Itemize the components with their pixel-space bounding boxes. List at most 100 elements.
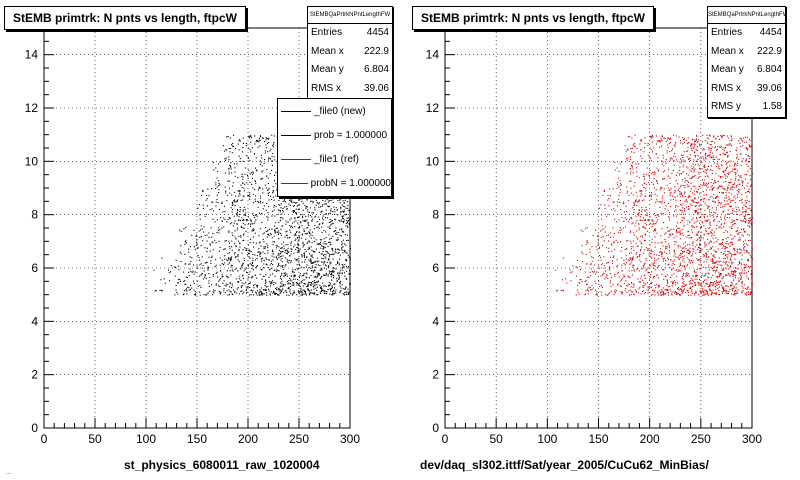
scatter-point (244, 215, 246, 217)
scatter-point (673, 153, 675, 155)
scatter-point (584, 280, 586, 282)
scatter-point (314, 292, 316, 294)
scatter-point (329, 242, 331, 244)
scatter-point (347, 204, 349, 206)
scatter-point (249, 181, 251, 183)
scatter-point (325, 231, 327, 233)
scatter-point (205, 261, 207, 263)
scatter-point (680, 193, 682, 195)
scatter-point (289, 277, 291, 279)
y-tick-label: 12 (426, 101, 440, 115)
scatter-point (725, 163, 727, 165)
scatter-point (196, 244, 198, 246)
scatter-point (260, 293, 262, 295)
scatter-point (720, 164, 722, 166)
scatter-point (582, 231, 584, 233)
scatter-point (695, 292, 697, 294)
scatter-point (313, 283, 315, 285)
scatter-point (317, 281, 319, 283)
scatter-point (262, 233, 264, 235)
scatter-point (740, 274, 742, 276)
scatter-point (645, 183, 647, 185)
scatter-point (717, 186, 719, 188)
scatter-point (667, 258, 669, 260)
scatter-point (630, 262, 632, 264)
scatter-point (663, 202, 665, 204)
scatter-point (178, 269, 180, 271)
scatter-point (296, 281, 298, 283)
scatter-point (237, 281, 239, 283)
scatter-point (669, 206, 671, 208)
scatter-point (746, 264, 748, 266)
scatter-point (232, 142, 234, 144)
scatter-point (674, 291, 676, 293)
scatter-point (252, 265, 254, 267)
scatter-point (746, 234, 748, 236)
scatter-point (305, 293, 307, 295)
scatter-point (345, 286, 347, 288)
scatter-point (642, 217, 644, 219)
scatter-point (254, 274, 256, 276)
scatter-point (209, 244, 211, 246)
scatter-point (302, 289, 304, 291)
scatter-point (290, 226, 292, 228)
scatter-point (639, 287, 641, 289)
scatter-point (312, 218, 314, 220)
scatter-point (249, 223, 251, 225)
scatter-point (735, 287, 737, 289)
scatter-point (647, 267, 649, 269)
scatter-point (286, 273, 288, 275)
scatter-point (709, 211, 711, 213)
scatter-point (694, 278, 696, 280)
scatter-point (693, 227, 695, 229)
scatter-point (294, 233, 296, 235)
scatter-point (215, 259, 217, 261)
scatter-point (682, 179, 684, 181)
scatter-point (330, 237, 332, 239)
scatter-point (680, 200, 682, 202)
scatter-point (249, 219, 251, 221)
scatter-point (264, 288, 266, 290)
scatter-point (243, 218, 245, 220)
scatter-point (718, 165, 720, 167)
scatter-point (737, 239, 739, 241)
scatter-point (728, 181, 730, 183)
scatter-point (340, 206, 342, 208)
scatter-point (232, 294, 234, 296)
scatter-point (263, 205, 265, 207)
scatter-point (334, 283, 336, 285)
scatter-point (298, 235, 300, 237)
scatter-point (349, 248, 351, 250)
scatter-point (241, 265, 243, 267)
scatter-point (286, 237, 288, 239)
scatter-point (179, 229, 181, 231)
scatter-point (740, 164, 742, 166)
scatter-point (161, 290, 163, 292)
scatter-point (267, 182, 269, 184)
scatter-point (657, 170, 659, 172)
scatter-point (701, 248, 703, 250)
scatter-point (227, 253, 229, 255)
scatter-point (586, 289, 588, 291)
scatter-point (644, 210, 646, 212)
scatter-point (706, 137, 708, 139)
y-tick-label: 8 (432, 208, 439, 222)
scatter-point (318, 244, 320, 246)
scatter-point (598, 243, 600, 245)
scatter-point (692, 280, 694, 282)
scatter-point (703, 282, 705, 284)
scatter-point (249, 250, 251, 252)
y-tick-label: 10 (25, 154, 39, 168)
scatter-point (644, 218, 646, 220)
scatter-point (703, 200, 705, 202)
x-tick-label: 150 (588, 432, 608, 446)
scatter-point (727, 203, 729, 205)
scatter-point (263, 162, 265, 164)
scatter-point (743, 263, 745, 265)
scatter-point (665, 246, 667, 248)
scatter-point (694, 139, 696, 141)
scatter-point (721, 284, 723, 286)
scatter-point (595, 229, 597, 231)
scatter-point (651, 281, 653, 283)
